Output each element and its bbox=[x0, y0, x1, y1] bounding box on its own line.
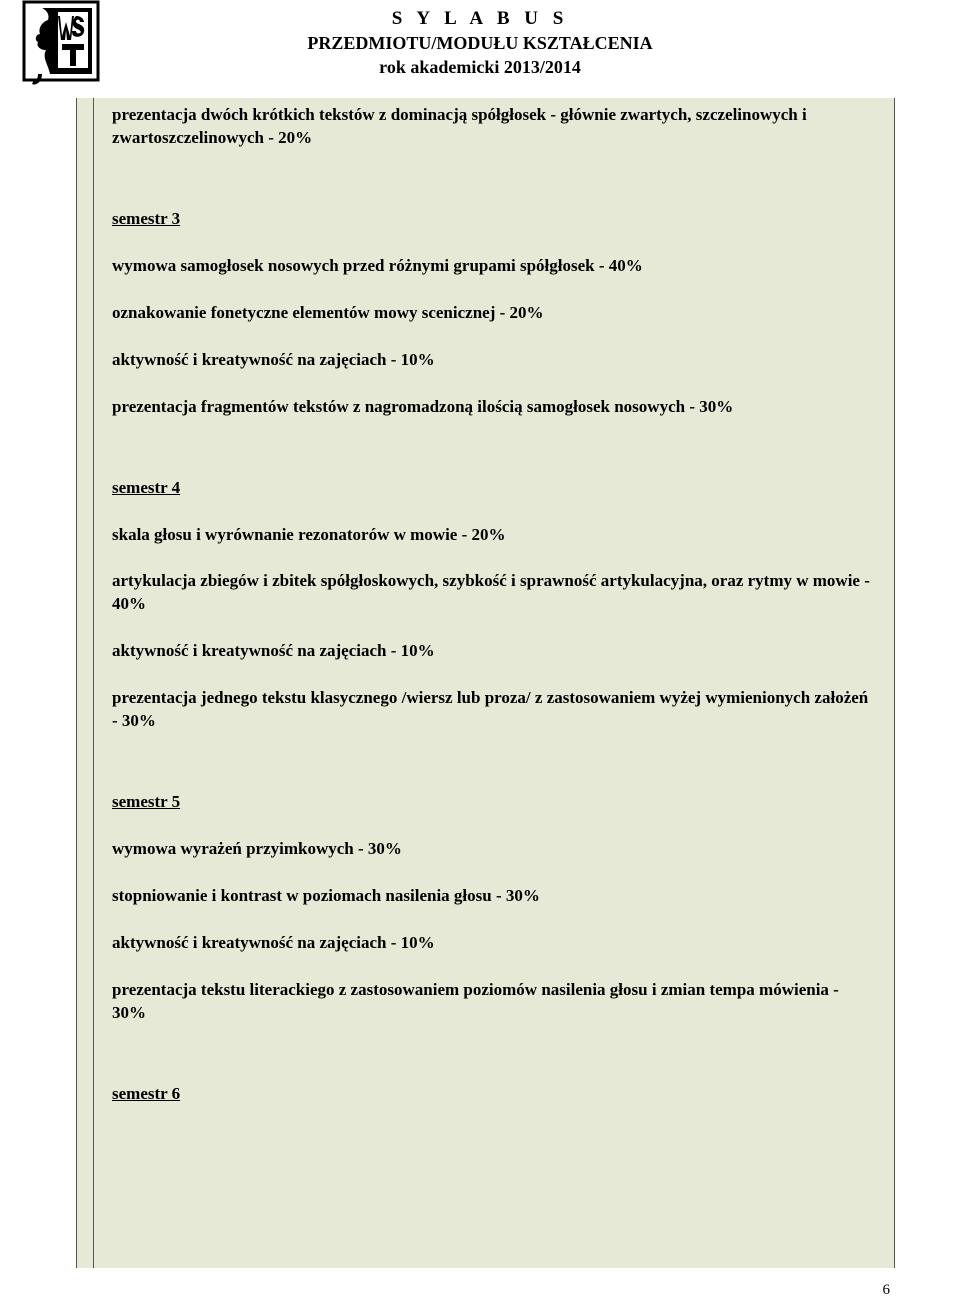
semester-3-line: aktywność i kreatywność na zajęciach - 1… bbox=[112, 349, 876, 372]
header-title: S Y L A B U S bbox=[0, 8, 960, 30]
semester-3-line: prezentacja fragmentów tekstów z nagroma… bbox=[112, 396, 876, 419]
spacer bbox=[112, 174, 876, 208]
semester-4-heading: semestr 4 bbox=[112, 477, 876, 500]
semester-5-line: prezentacja tekstu literackiego z zastos… bbox=[112, 979, 876, 1025]
semester-4-line: prezentacja jednego tekstu klasycznego /… bbox=[112, 687, 876, 733]
semester-3-heading: semestr 3 bbox=[112, 208, 876, 231]
header-subtitle-2: rok akademicki 2013/2014 bbox=[0, 57, 960, 78]
document-header: S Y L A B U S PRZEDMIOTU/MODUŁU KSZTAŁCE… bbox=[0, 0, 960, 78]
semester-6-heading: semestr 6 bbox=[112, 1083, 876, 1106]
semester-4-line: aktywność i kreatywność na zajęciach - 1… bbox=[112, 640, 876, 663]
intro-paragraph: prezentacja dwóch krótkich tekstów z dom… bbox=[112, 104, 876, 150]
spacer bbox=[112, 1049, 876, 1083]
table-left-column bbox=[76, 98, 93, 1268]
header-subtitle-1: PRZEDMIOTU/MODUŁU KSZTAŁCENIA bbox=[0, 33, 960, 54]
spacer bbox=[112, 443, 876, 477]
semester-4-line: skala głosu i wyrównanie rezonatorów w m… bbox=[112, 524, 876, 547]
spacer bbox=[112, 757, 876, 791]
semester-5-line: aktywność i kreatywność na zajęciach - 1… bbox=[112, 932, 876, 955]
content-cell: prezentacja dwóch krótkich tekstów z dom… bbox=[93, 98, 895, 1268]
semester-5-line: wymowa wyrażeń przyimkowych - 30% bbox=[112, 838, 876, 861]
semester-4-line: artykulacja zbiegów i zbitek spółgłoskow… bbox=[112, 570, 876, 616]
semester-5-heading: semestr 5 bbox=[112, 791, 876, 814]
semester-5-line: stopniowanie i kontrast w poziomach nasi… bbox=[112, 885, 876, 908]
semester-3-line: wymowa samogłosek nosowych przed różnymi… bbox=[112, 255, 876, 278]
semester-3-line: oznakowanie fonetyczne elementów mowy sc… bbox=[112, 302, 876, 325]
document-page: S Y L A B U S PRZEDMIOTU/MODUŁU KSZTAŁCE… bbox=[0, 0, 960, 1313]
institution-logo bbox=[22, 0, 100, 95]
page-number: 6 bbox=[883, 1282, 891, 1299]
